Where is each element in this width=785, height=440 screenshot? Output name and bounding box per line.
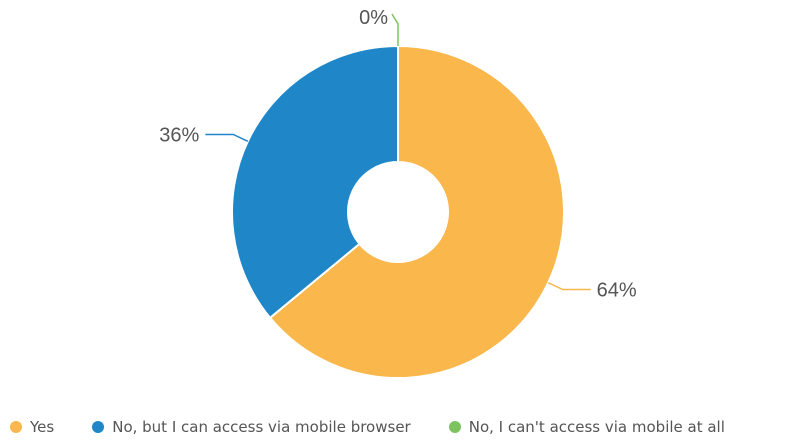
chart-slices	[231, 44, 565, 379]
donut-chart: 64% 36% 0%	[159, 7, 637, 379]
legend-item-no-mobile-browser: No, but I can access via mobile browser	[92, 418, 411, 436]
slice-no-but-i-can-access-via-mobile-browser	[231, 44, 399, 320]
legend-label-yes: Yes	[30, 418, 55, 436]
leader-line-no-i-can-t-access-via-mobile-at-all	[391, 13, 399, 46]
chart-leader-lines	[205, 13, 591, 291]
leader-line-no-but-i-can-access-via-mobile-browser	[205, 133, 249, 142]
data-label-yes: 64%	[597, 279, 637, 301]
legend-item-yes: Yes	[10, 418, 54, 436]
legend-dot-yes	[10, 421, 22, 433]
data-label-no-i-can-t-access-via-mobile-at-all: 0%	[359, 7, 388, 29]
legend-dot-no-mobile-browser	[92, 421, 105, 433]
legend-label-no-access: No, I can't access via mobile at all	[468, 418, 725, 436]
legend-item-no-access: No, I can't access via mobile at all	[448, 418, 725, 436]
data-label-no-but-i-can-access-via-mobile-browser: 36%	[159, 125, 199, 147]
chart-data-labels: 64% 36% 0%	[159, 7, 637, 301]
slice-yes	[268, 44, 565, 379]
chart-legend: Yes No, but I can access via mobile brow…	[10, 418, 725, 436]
legend-dot-no-access	[448, 421, 461, 433]
legend-label-no-mobile-browser: No, but I can access via mobile browser	[112, 418, 411, 436]
leader-line-yes	[547, 282, 591, 291]
